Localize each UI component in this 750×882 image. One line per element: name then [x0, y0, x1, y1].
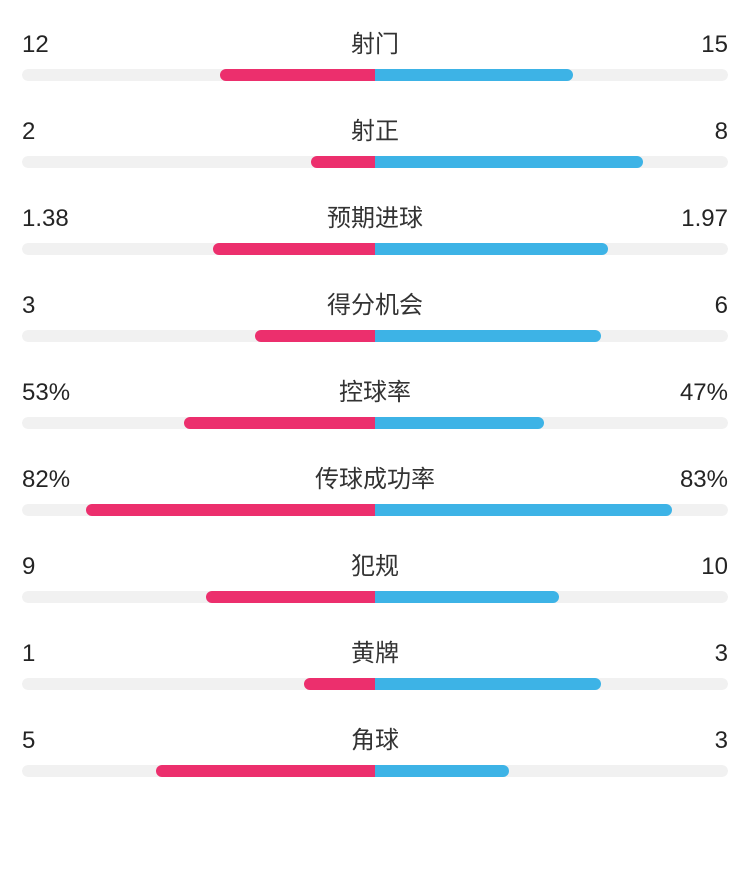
- stat-bar: [22, 156, 728, 168]
- stat-labels: 53%控球率47%: [22, 372, 728, 407]
- stat-value-left: 82%: [22, 466, 102, 494]
- stat-bar: [22, 330, 728, 342]
- bar-fill-right: [375, 765, 509, 777]
- stat-row: 1.38预期进球1.97: [22, 198, 728, 255]
- stat-bar: [22, 678, 728, 690]
- stat-labels: 12射门15: [22, 24, 728, 59]
- stat-value-right: 1.97: [648, 205, 728, 233]
- bar-fill-left: [86, 504, 375, 516]
- stat-bar: [22, 591, 728, 603]
- stat-labels: 82%传球成功率83%: [22, 459, 728, 494]
- stat-bar: [22, 417, 728, 429]
- stat-value-right: 6: [648, 292, 728, 320]
- stat-name: 预期进球: [102, 198, 648, 233]
- stat-value-right: 47%: [648, 379, 728, 407]
- stat-value-right: 10: [648, 553, 728, 581]
- stat-row: 9犯规10: [22, 546, 728, 603]
- stat-bar: [22, 69, 728, 81]
- bar-fill-right: [375, 243, 608, 255]
- stat-row: 3得分机会6: [22, 285, 728, 342]
- stat-value-left: 3: [22, 292, 102, 320]
- stat-value-right: 8: [648, 118, 728, 146]
- stat-value-right: 15: [648, 31, 728, 59]
- stat-value-left: 2: [22, 118, 102, 146]
- stat-value-left: 9: [22, 553, 102, 581]
- stat-value-left: 12: [22, 31, 102, 59]
- bar-fill-left: [304, 678, 375, 690]
- stat-bar: [22, 765, 728, 777]
- stat-name: 射门: [102, 24, 648, 59]
- stat-row: 82%传球成功率83%: [22, 459, 728, 516]
- stat-labels: 2射正8: [22, 111, 728, 146]
- stat-bar: [22, 243, 728, 255]
- bar-fill-left: [206, 591, 375, 603]
- bar-fill-right: [375, 417, 544, 429]
- stat-value-right: 3: [648, 640, 728, 668]
- stat-name: 传球成功率: [102, 459, 648, 494]
- stat-value-left: 1: [22, 640, 102, 668]
- bar-fill-left: [184, 417, 375, 429]
- stat-row: 2射正8: [22, 111, 728, 168]
- stat-name: 射正: [102, 111, 648, 146]
- stat-row: 53%控球率47%: [22, 372, 728, 429]
- stat-row: 12射门15: [22, 24, 728, 81]
- stat-value-right: 83%: [648, 466, 728, 494]
- stat-value-left: 53%: [22, 379, 102, 407]
- stat-name: 角球: [102, 720, 648, 755]
- match-stats-list: 12射门152射正81.38预期进球1.973得分机会653%控球率47%82%…: [22, 24, 728, 777]
- stat-name: 犯规: [102, 546, 648, 581]
- stat-labels: 1.38预期进球1.97: [22, 198, 728, 233]
- bar-fill-left: [220, 69, 375, 81]
- stat-value-left: 1.38: [22, 205, 102, 233]
- stat-value-left: 5: [22, 727, 102, 755]
- bar-fill-right: [375, 678, 601, 690]
- stat-labels: 1黄牌3: [22, 633, 728, 668]
- stat-name: 黄牌: [102, 633, 648, 668]
- bar-fill-right: [375, 69, 573, 81]
- stat-row: 5角球3: [22, 720, 728, 777]
- stat-labels: 9犯规10: [22, 546, 728, 581]
- stat-value-right: 3: [648, 727, 728, 755]
- bar-fill-right: [375, 504, 672, 516]
- stat-labels: 3得分机会6: [22, 285, 728, 320]
- bar-fill-left: [156, 765, 375, 777]
- stat-row: 1黄牌3: [22, 633, 728, 690]
- bar-fill-left: [311, 156, 375, 168]
- stat-bar: [22, 504, 728, 516]
- bar-fill-left: [255, 330, 375, 342]
- bar-fill-right: [375, 591, 559, 603]
- stat-labels: 5角球3: [22, 720, 728, 755]
- stat-name: 得分机会: [102, 285, 648, 320]
- bar-fill-right: [375, 330, 601, 342]
- stat-name: 控球率: [102, 372, 648, 407]
- bar-fill-right: [375, 156, 643, 168]
- bar-fill-left: [213, 243, 375, 255]
